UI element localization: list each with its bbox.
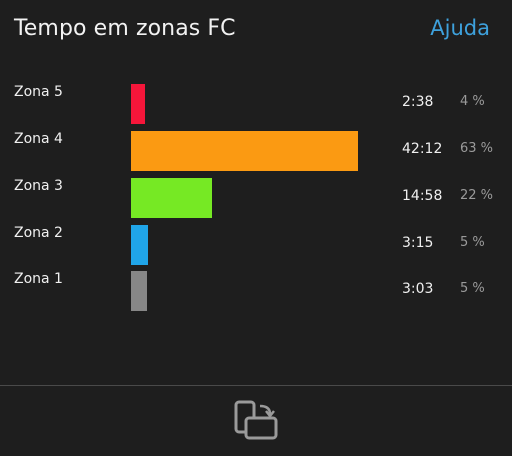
divider xyxy=(0,385,512,386)
zone-percent: 5 % xyxy=(460,281,485,296)
zone-label: Zona 4 xyxy=(14,131,63,147)
zone-row-3: Zona 3 14:58 22 % xyxy=(0,178,512,218)
rotate-screen-button[interactable] xyxy=(232,400,280,444)
zone-bar xyxy=(131,84,145,124)
zone-bar xyxy=(131,271,147,311)
zone-row-2: Zona 2 3:15 5 % xyxy=(0,225,512,265)
zone-bar xyxy=(131,225,148,265)
zone-percent: 22 % xyxy=(460,188,494,203)
zone-row-5: Zona 5 2:38 4 % xyxy=(0,84,512,124)
zone-label: Zona 1 xyxy=(14,271,63,287)
zone-label: Zona 5 xyxy=(14,84,63,100)
zone-percent: 5 % xyxy=(460,235,485,250)
help-link[interactable]: Ajuda xyxy=(430,16,490,40)
zone-percent: 4 % xyxy=(460,94,485,109)
zone-time: 14:58 xyxy=(402,188,443,204)
zone-time: 2:38 xyxy=(402,94,434,110)
zone-row-4: Zona 4 42:12 63 % xyxy=(0,131,512,171)
zone-label: Zona 3 xyxy=(14,178,63,194)
zone-time: 42:12 xyxy=(402,141,443,157)
page-title: Tempo em zonas FC xyxy=(14,16,236,41)
zone-bar xyxy=(131,178,212,218)
zone-row-1: Zona 1 3:03 5 % xyxy=(0,271,512,311)
zone-time: 3:03 xyxy=(402,281,434,297)
rotate-screen-icon xyxy=(234,400,278,440)
zone-label: Zona 2 xyxy=(14,225,63,241)
zone-time: 3:15 xyxy=(402,235,434,251)
zone-bar xyxy=(131,131,358,171)
zone-percent: 63 % xyxy=(460,141,494,156)
